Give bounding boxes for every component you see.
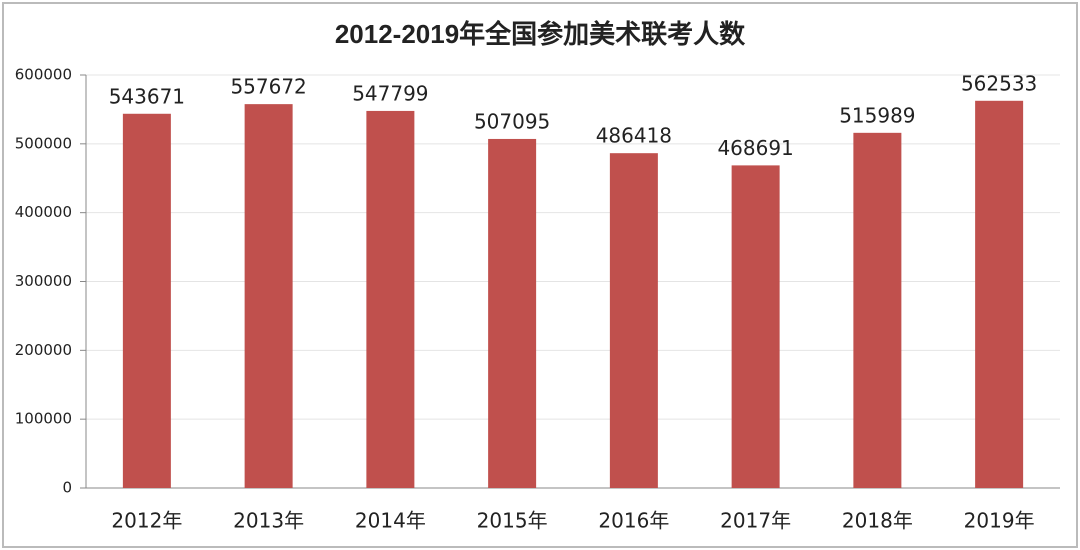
x-tick-label: 2012年 — [111, 509, 182, 533]
bar — [122, 113, 171, 488]
bar — [244, 104, 293, 488]
x-tick-label: 2013年 — [233, 509, 304, 533]
x-tick-label: 2014年 — [355, 509, 426, 533]
bar — [488, 138, 537, 488]
x-tick-label: 2018年 — [842, 509, 913, 533]
value-label: 557672 — [230, 75, 306, 99]
value-label: 486418 — [596, 124, 672, 148]
x-tick-label: 2019年 — [964, 509, 1035, 533]
bar — [366, 110, 415, 488]
value-label: 543671 — [109, 84, 185, 108]
bar — [609, 153, 658, 488]
value-label: 515989 — [839, 103, 915, 127]
bar — [731, 165, 780, 488]
value-label: 547799 — [352, 81, 428, 105]
y-tick-label: 300000 — [15, 272, 72, 290]
y-tick-label: 200000 — [15, 341, 72, 359]
x-tick-label: 2016年 — [598, 509, 669, 533]
chart-title: 2012-2019年全国参加美术联考人数 — [335, 19, 746, 49]
y-tick-label: 0 — [62, 479, 72, 497]
y-tick-label: 500000 — [15, 134, 72, 152]
bar — [853, 132, 902, 488]
value-label: 562533 — [961, 71, 1037, 95]
x-tick-label: 2015年 — [477, 509, 548, 533]
value-label: 468691 — [717, 136, 793, 160]
y-tick-label: 600000 — [15, 66, 72, 84]
bar — [975, 100, 1024, 488]
y-tick-label: 400000 — [15, 203, 72, 221]
y-tick-label: 100000 — [15, 410, 72, 428]
x-tick-label: 2017年 — [720, 509, 791, 533]
value-label: 507095 — [474, 109, 550, 133]
